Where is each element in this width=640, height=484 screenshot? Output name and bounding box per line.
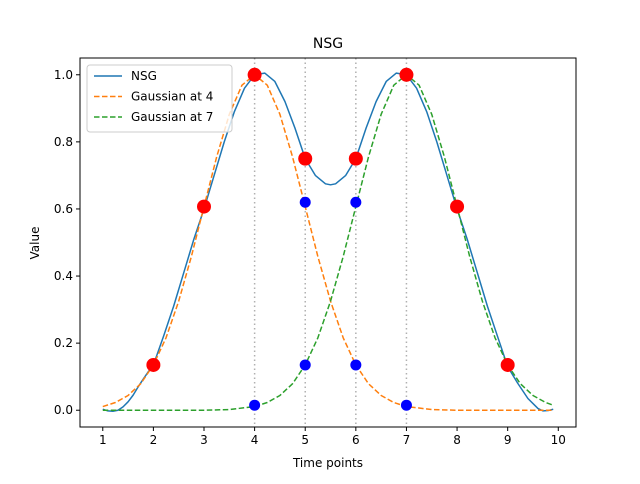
marker-points <box>146 67 515 411</box>
blue-point <box>299 196 311 208</box>
blue-point <box>400 399 412 411</box>
red-point <box>348 151 363 166</box>
x-tick-label: 4 <box>251 433 259 447</box>
x-tick-label: 5 <box>301 433 309 447</box>
red-point <box>247 67 262 82</box>
x-axis-label: Time points <box>292 456 363 470</box>
x-tick-label: 9 <box>504 433 512 447</box>
x-tick-label: 10 <box>551 433 566 447</box>
x-tick-label: 1 <box>99 433 107 447</box>
blue-point <box>299 359 311 371</box>
blue-point <box>350 359 362 371</box>
red-point <box>146 357 161 372</box>
x-tick-label: 6 <box>352 433 360 447</box>
chart-title: NSG <box>313 36 343 52</box>
red-point <box>298 151 313 166</box>
y-axis-label: Value <box>28 227 42 260</box>
red-point <box>450 199 465 214</box>
y-axis-ticks: 0.0 0.2 0.4 0.6 0.8 1.0 <box>54 68 80 417</box>
plot-area-frame <box>79 57 577 428</box>
legend-label-2: Gaussian at 7 <box>131 110 213 124</box>
y-tick-label: 0.4 <box>54 269 73 283</box>
series-lines <box>102 72 554 412</box>
x-tick-label: 7 <box>403 433 411 447</box>
blue-point <box>350 196 362 208</box>
blue-point <box>249 399 261 411</box>
red-point <box>197 199 211 214</box>
legend-label-0: NSG <box>131 69 157 83</box>
red-point <box>500 357 515 372</box>
series-line-1 <box>102 74 554 411</box>
y-tick-label: 0.2 <box>54 336 73 350</box>
series-line-2 <box>102 74 554 411</box>
legend: NSG Gaussian at 4 Gaussian at 7 <box>86 64 233 133</box>
red-point <box>399 67 414 82</box>
x-tick-label: 3 <box>200 433 208 447</box>
legend-label-1: Gaussian at 4 <box>131 90 213 104</box>
y-tick-label: 0.6 <box>54 202 73 216</box>
y-tick-label: 1.0 <box>54 68 73 82</box>
x-tick-label: 8 <box>453 433 461 447</box>
x-axis-ticks: 1 2 3 4 5 6 7 8 9 10 <box>99 427 566 447</box>
y-tick-label: 0.0 <box>54 403 73 417</box>
x-tick-label: 2 <box>150 433 158 447</box>
y-tick-label: 0.8 <box>54 135 73 149</box>
legend-box <box>86 64 233 133</box>
